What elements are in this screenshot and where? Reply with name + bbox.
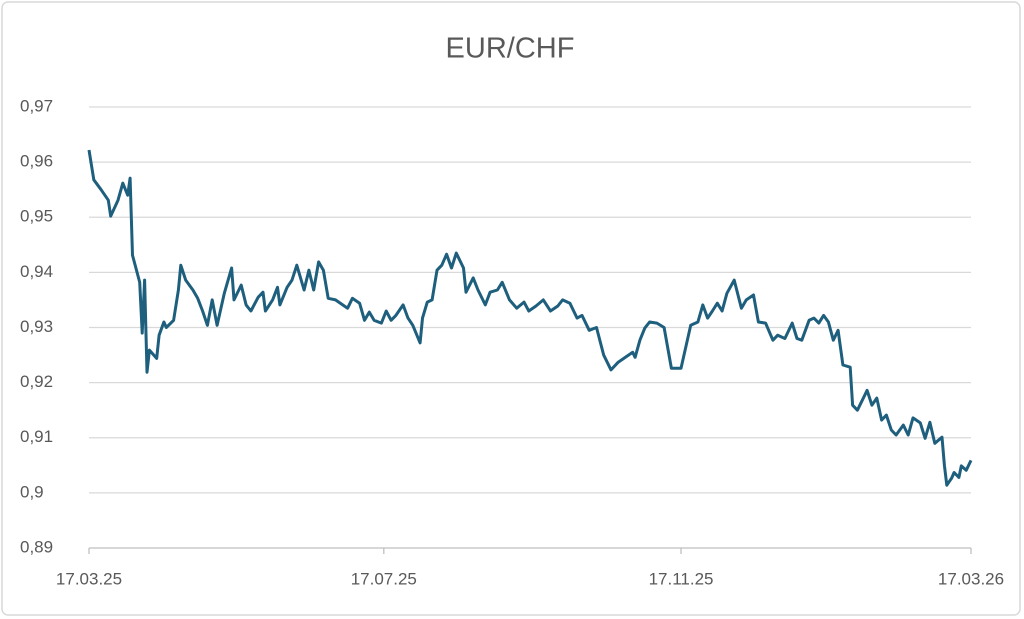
y-tick-label: 0,94 bbox=[20, 262, 53, 281]
y-tick-label: 0,95 bbox=[20, 207, 53, 226]
x-tick-label: 17.03.25 bbox=[56, 569, 122, 588]
y-tick-label: 0,92 bbox=[20, 372, 53, 391]
y-tick-label: 0,97 bbox=[20, 96, 53, 115]
y-tick-label: 0,89 bbox=[20, 537, 53, 556]
y-tick-label: 0,93 bbox=[20, 317, 53, 336]
y-tick-label: 0,91 bbox=[20, 427, 53, 446]
x-tick-label: 17.03.26 bbox=[938, 569, 1004, 588]
y-tick-label: 0,96 bbox=[20, 152, 53, 171]
x-tick-label: 17.07.25 bbox=[351, 569, 417, 588]
x-tick-label: 17.11.25 bbox=[649, 569, 714, 588]
chart-title: EUR/CHF bbox=[446, 33, 575, 65]
y-tick-label: 0,9 bbox=[20, 482, 44, 501]
line-series bbox=[87, 149, 973, 487]
